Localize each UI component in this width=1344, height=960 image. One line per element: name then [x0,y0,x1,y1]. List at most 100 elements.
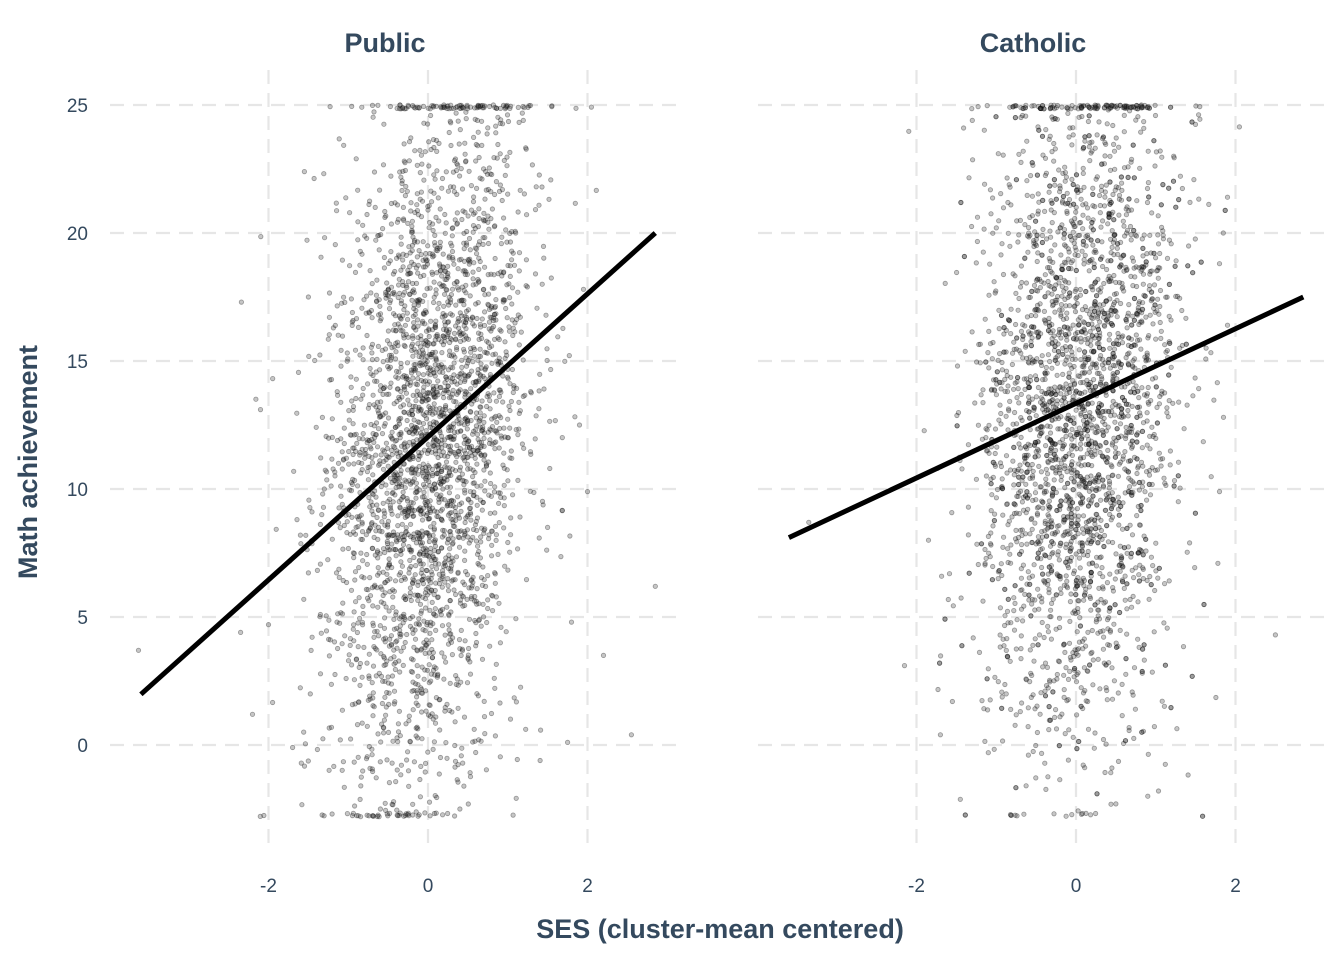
data-point [906,128,912,134]
data-point [450,365,456,371]
data-point [983,473,990,479]
data-point [1094,365,1100,371]
data-point [511,262,518,268]
data-point [405,467,411,473]
data-point [1164,409,1170,416]
data-point [447,529,453,535]
data-point [958,595,964,601]
data-point [950,603,956,609]
data-point [1208,474,1214,480]
data-point [536,535,542,541]
data-point [1043,442,1049,449]
data-point [398,234,404,240]
data-point [479,398,485,404]
data-point [382,208,388,215]
data-point [432,243,438,249]
data-point [448,448,454,454]
data-point [347,736,354,742]
data-point [537,371,543,377]
data-point [450,558,456,564]
data-point [1095,315,1101,321]
data-point [377,551,383,557]
data-point [454,418,460,424]
data-point [1061,235,1067,241]
data-point [997,644,1003,650]
data-point [1000,512,1006,518]
data-point [1049,365,1055,371]
data-point [448,516,454,522]
data-point [447,510,453,516]
data-point [319,414,325,420]
data-point [393,546,399,553]
data-point [420,264,427,270]
data-point [462,548,468,554]
data-point [491,489,497,495]
data-point [421,447,427,453]
data-point [415,270,421,276]
data-point [426,219,433,226]
data-point [427,813,433,819]
data-point [424,622,430,628]
data-point [502,563,508,569]
data-point [431,525,437,532]
data-point [528,388,534,395]
data-point [418,425,425,432]
data-point [410,313,416,319]
data-point [429,269,435,275]
data-point [382,580,388,586]
data-point [419,517,426,523]
data-point [473,639,480,646]
data-point [400,332,407,338]
data-point [424,409,430,416]
data-point [544,357,550,364]
data-point [377,413,383,419]
data-point [433,463,439,469]
data-point [987,187,994,193]
data-point [523,576,530,583]
data-point [1164,405,1170,411]
data-point [370,114,376,120]
data-point [442,708,448,714]
data-point [1027,647,1033,653]
x-tick-label: 2 [582,876,593,897]
data-point [516,342,522,348]
data-point [1057,777,1063,783]
data-point [429,271,436,277]
data-point [1062,164,1068,170]
data-point [474,483,480,489]
data-point [455,528,461,534]
data-point [443,374,449,380]
data-point [429,637,435,643]
data-point [481,698,487,705]
data-point [411,644,417,650]
data-point [346,461,352,467]
data-point [301,169,307,175]
data-point [413,562,419,569]
data-point [498,624,504,630]
data-point [329,416,335,422]
data-point [1070,394,1076,400]
data-point [253,396,259,402]
data-point [388,642,395,648]
data-point [488,216,494,222]
data-point [1152,587,1158,594]
data-point [459,646,465,652]
data-point [404,284,410,291]
data-point [370,472,376,478]
data-point [497,640,503,646]
data-point [1043,364,1049,371]
data-point [353,448,359,454]
data-point [426,163,432,169]
data-point [388,507,394,514]
data-point [1043,481,1049,487]
data-point [440,341,446,348]
data-point [429,654,436,661]
data-point [957,796,963,802]
data-point [397,449,403,455]
data-point [408,208,414,214]
data-point [497,359,503,365]
data-point [377,623,383,629]
data-point [523,726,529,732]
data-point [1057,439,1063,445]
data-point [382,522,388,528]
